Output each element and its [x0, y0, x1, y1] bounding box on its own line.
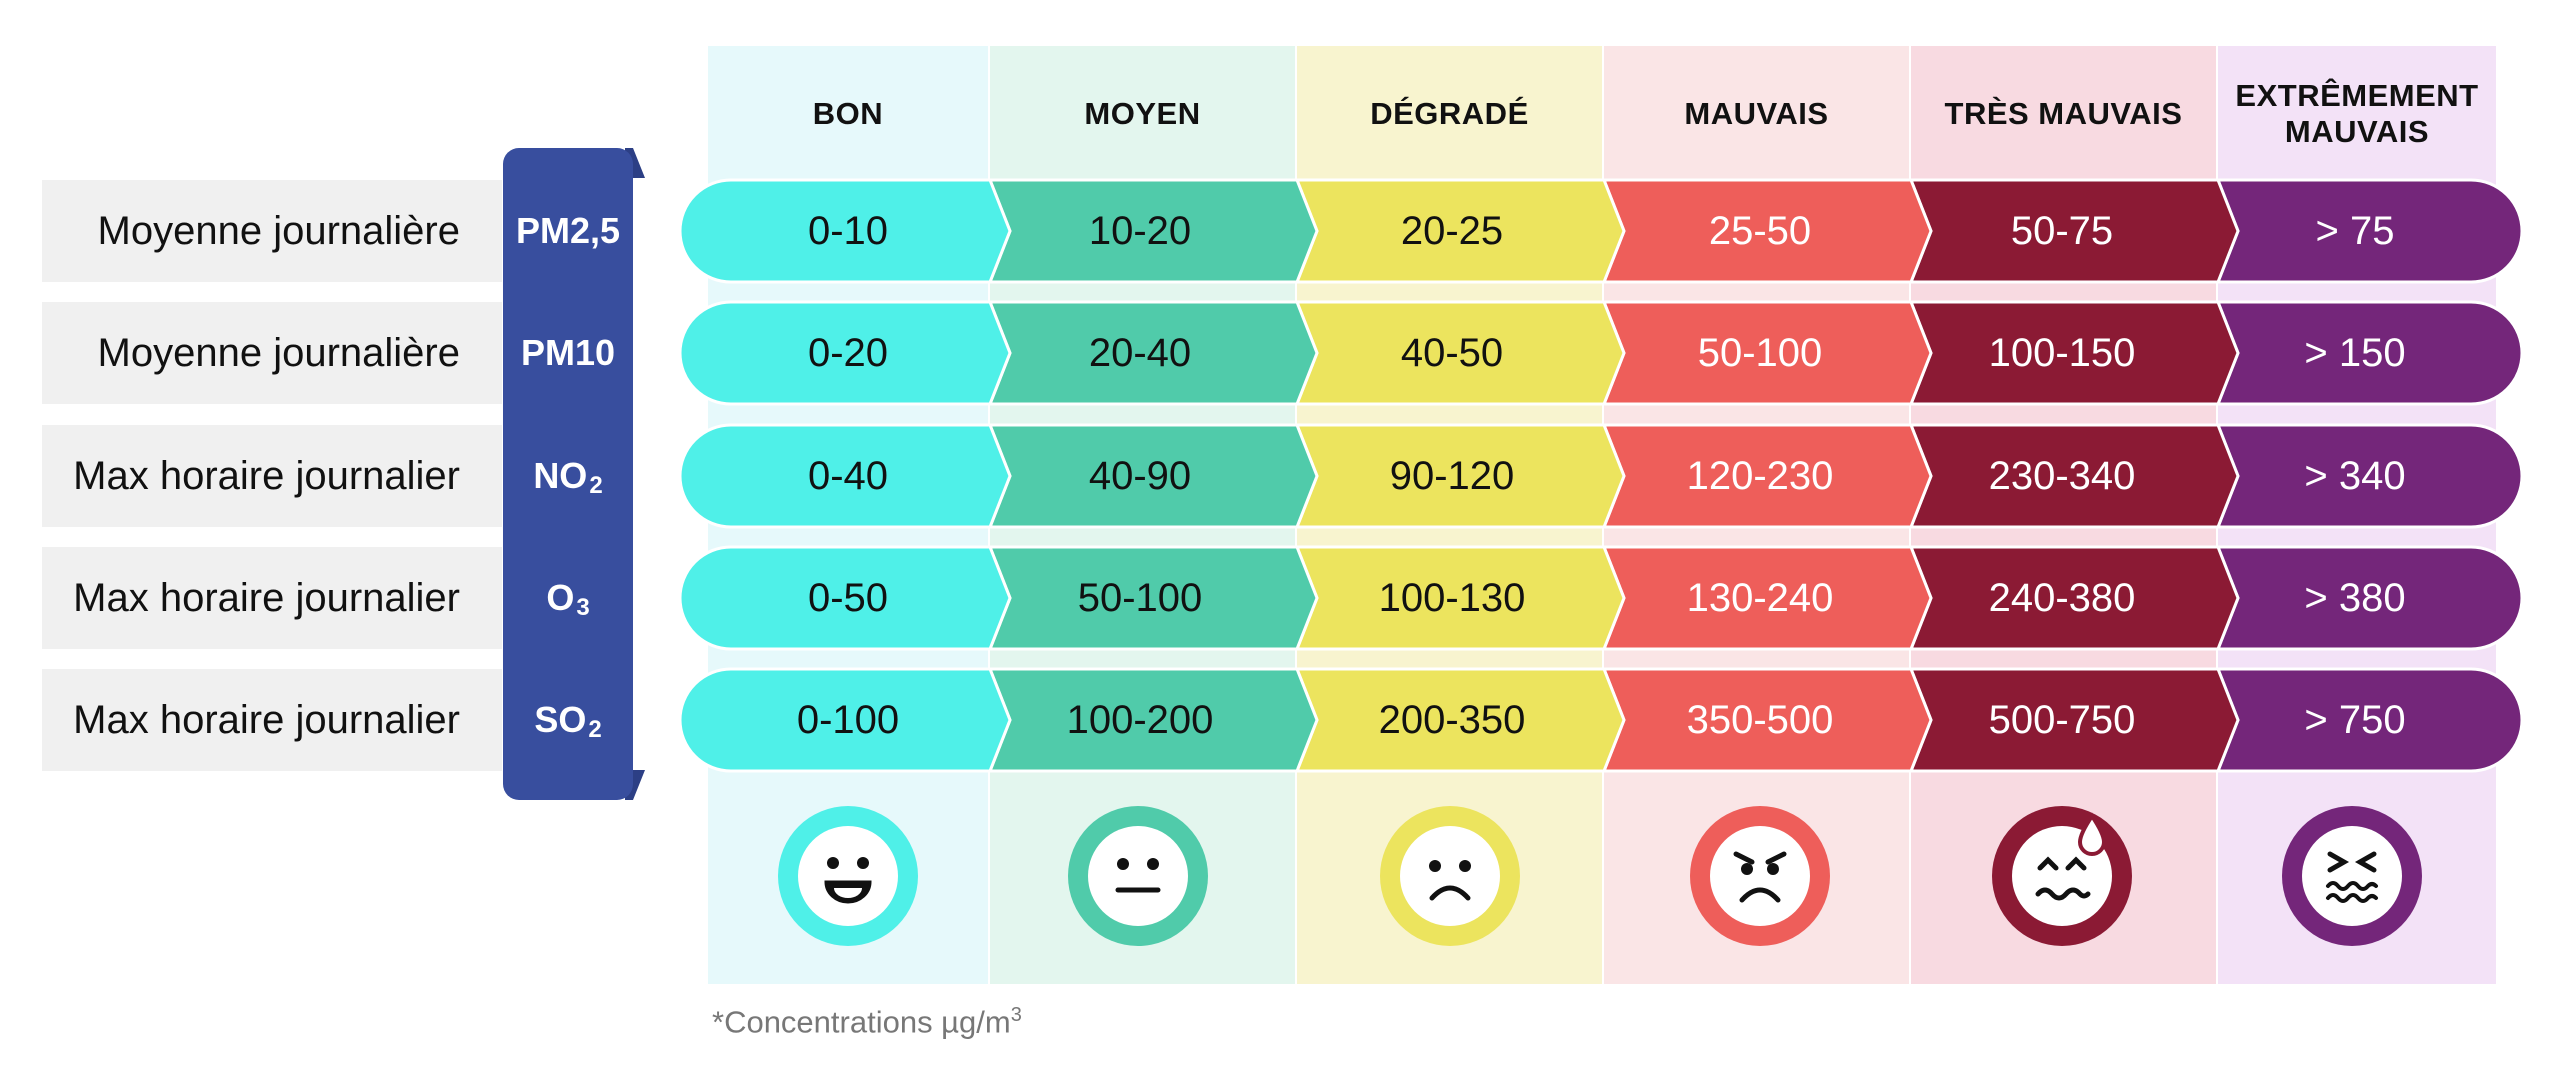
- threshold-value: 0-100: [796, 697, 900, 742]
- row-label-text: Moyenne journalière: [97, 209, 460, 253]
- frowning-face-icon: [1380, 806, 1520, 946]
- threshold-value: 200-350: [1378, 697, 1526, 742]
- col-header-bon: BON: [812, 96, 884, 131]
- col-header-extremement-mauvais: EXTRÊMEMENT MAUVAIS: [2235, 78, 2479, 149]
- threshold-value: 500-750: [1988, 697, 2136, 742]
- pollutant-name: PM10: [520, 332, 616, 373]
- threshold-arrow: [2215, 300, 2524, 406]
- pollutant-name: SO 2: [534, 699, 602, 743]
- threshold-value: > 150: [2304, 330, 2406, 375]
- threshold-value: 10-20: [1088, 208, 1192, 253]
- neutral-face-icon: [1068, 806, 1208, 946]
- threshold-value: 0-10: [807, 208, 889, 253]
- threshold-value: 0-50: [807, 575, 889, 620]
- threshold-value: 0-40: [807, 453, 889, 498]
- threshold-value: 240-380: [1988, 575, 2136, 620]
- row-label: Max horaire journalier: [42, 425, 502, 527]
- anxious-sweat-face-icon: [1992, 806, 2132, 946]
- threshold-arrow: [678, 423, 1012, 529]
- row-label: Moyenne journalière: [42, 180, 502, 282]
- threshold-value: 120-230: [1686, 453, 1834, 498]
- col-header-mauvais: MAUVAIS: [1684, 96, 1829, 131]
- pollutant-name: PM2,5: [515, 210, 621, 251]
- row-label-text: Max horaire journalier: [73, 576, 460, 620]
- threshold-value: 230-340: [1988, 453, 2136, 498]
- col-header-moyen: MOYEN: [1084, 96, 1201, 131]
- threshold-arrow: [678, 178, 1012, 284]
- col-header-degrade: DÉGRADÉ: [1370, 96, 1529, 131]
- threshold-arrow: [678, 667, 1012, 773]
- threshold-value: 130-240: [1686, 575, 1834, 620]
- threshold-value: > 380: [2304, 575, 2406, 620]
- threshold-value: 25-50: [1708, 208, 1812, 253]
- threshold-value: 100-200: [1066, 697, 1214, 742]
- threshold-value: 20-25: [1400, 208, 1504, 253]
- row-label: Max horaire journalier: [42, 547, 502, 649]
- row-label-text: Max horaire journalier: [73, 454, 460, 498]
- pollutant-bar: [503, 148, 633, 800]
- threshold-value: 50-100: [1077, 575, 1203, 620]
- smiling-face-icon: [778, 806, 918, 946]
- threshold-arrow: [2215, 423, 2524, 529]
- threshold-value: 100-150: [1988, 330, 2136, 375]
- threshold-arrow: [678, 545, 1012, 651]
- distressed-face-icon: [2282, 806, 2422, 946]
- threshold-value: 350-500: [1686, 697, 1834, 742]
- threshold-value: 50-100: [1697, 330, 1823, 375]
- threshold-value: 100-130: [1378, 575, 1526, 620]
- threshold-value: > 75: [2315, 208, 2395, 253]
- threshold-arrow: [2215, 178, 2524, 284]
- row-label-text: Max horaire journalier: [73, 698, 460, 742]
- row-label: Max horaire journalier: [42, 669, 502, 771]
- threshold-value: 20-40: [1088, 330, 1192, 375]
- angry-face-icon: [1690, 806, 1830, 946]
- pollutant-name: NO 2: [533, 455, 603, 499]
- threshold-value: 50-75: [2010, 208, 2114, 253]
- col-header-tres-mauvais: TRÈS MAUVAIS: [1944, 96, 2183, 131]
- threshold-value: 40-90: [1088, 453, 1192, 498]
- threshold-value: > 750: [2304, 697, 2406, 742]
- threshold-arrow: [2215, 667, 2524, 773]
- row-label-text: Moyenne journalière: [97, 331, 460, 375]
- threshold-value: > 340: [2304, 453, 2406, 498]
- threshold-value: 40-50: [1400, 330, 1504, 375]
- threshold-arrow: [2215, 545, 2524, 651]
- threshold-value: 0-20: [807, 330, 889, 375]
- footnote: *Concentrations µg/m3: [712, 1004, 1022, 1040]
- row-label: Moyenne journalière: [42, 302, 502, 404]
- threshold-value: 90-120: [1389, 453, 1515, 498]
- threshold-arrow: [678, 300, 1012, 406]
